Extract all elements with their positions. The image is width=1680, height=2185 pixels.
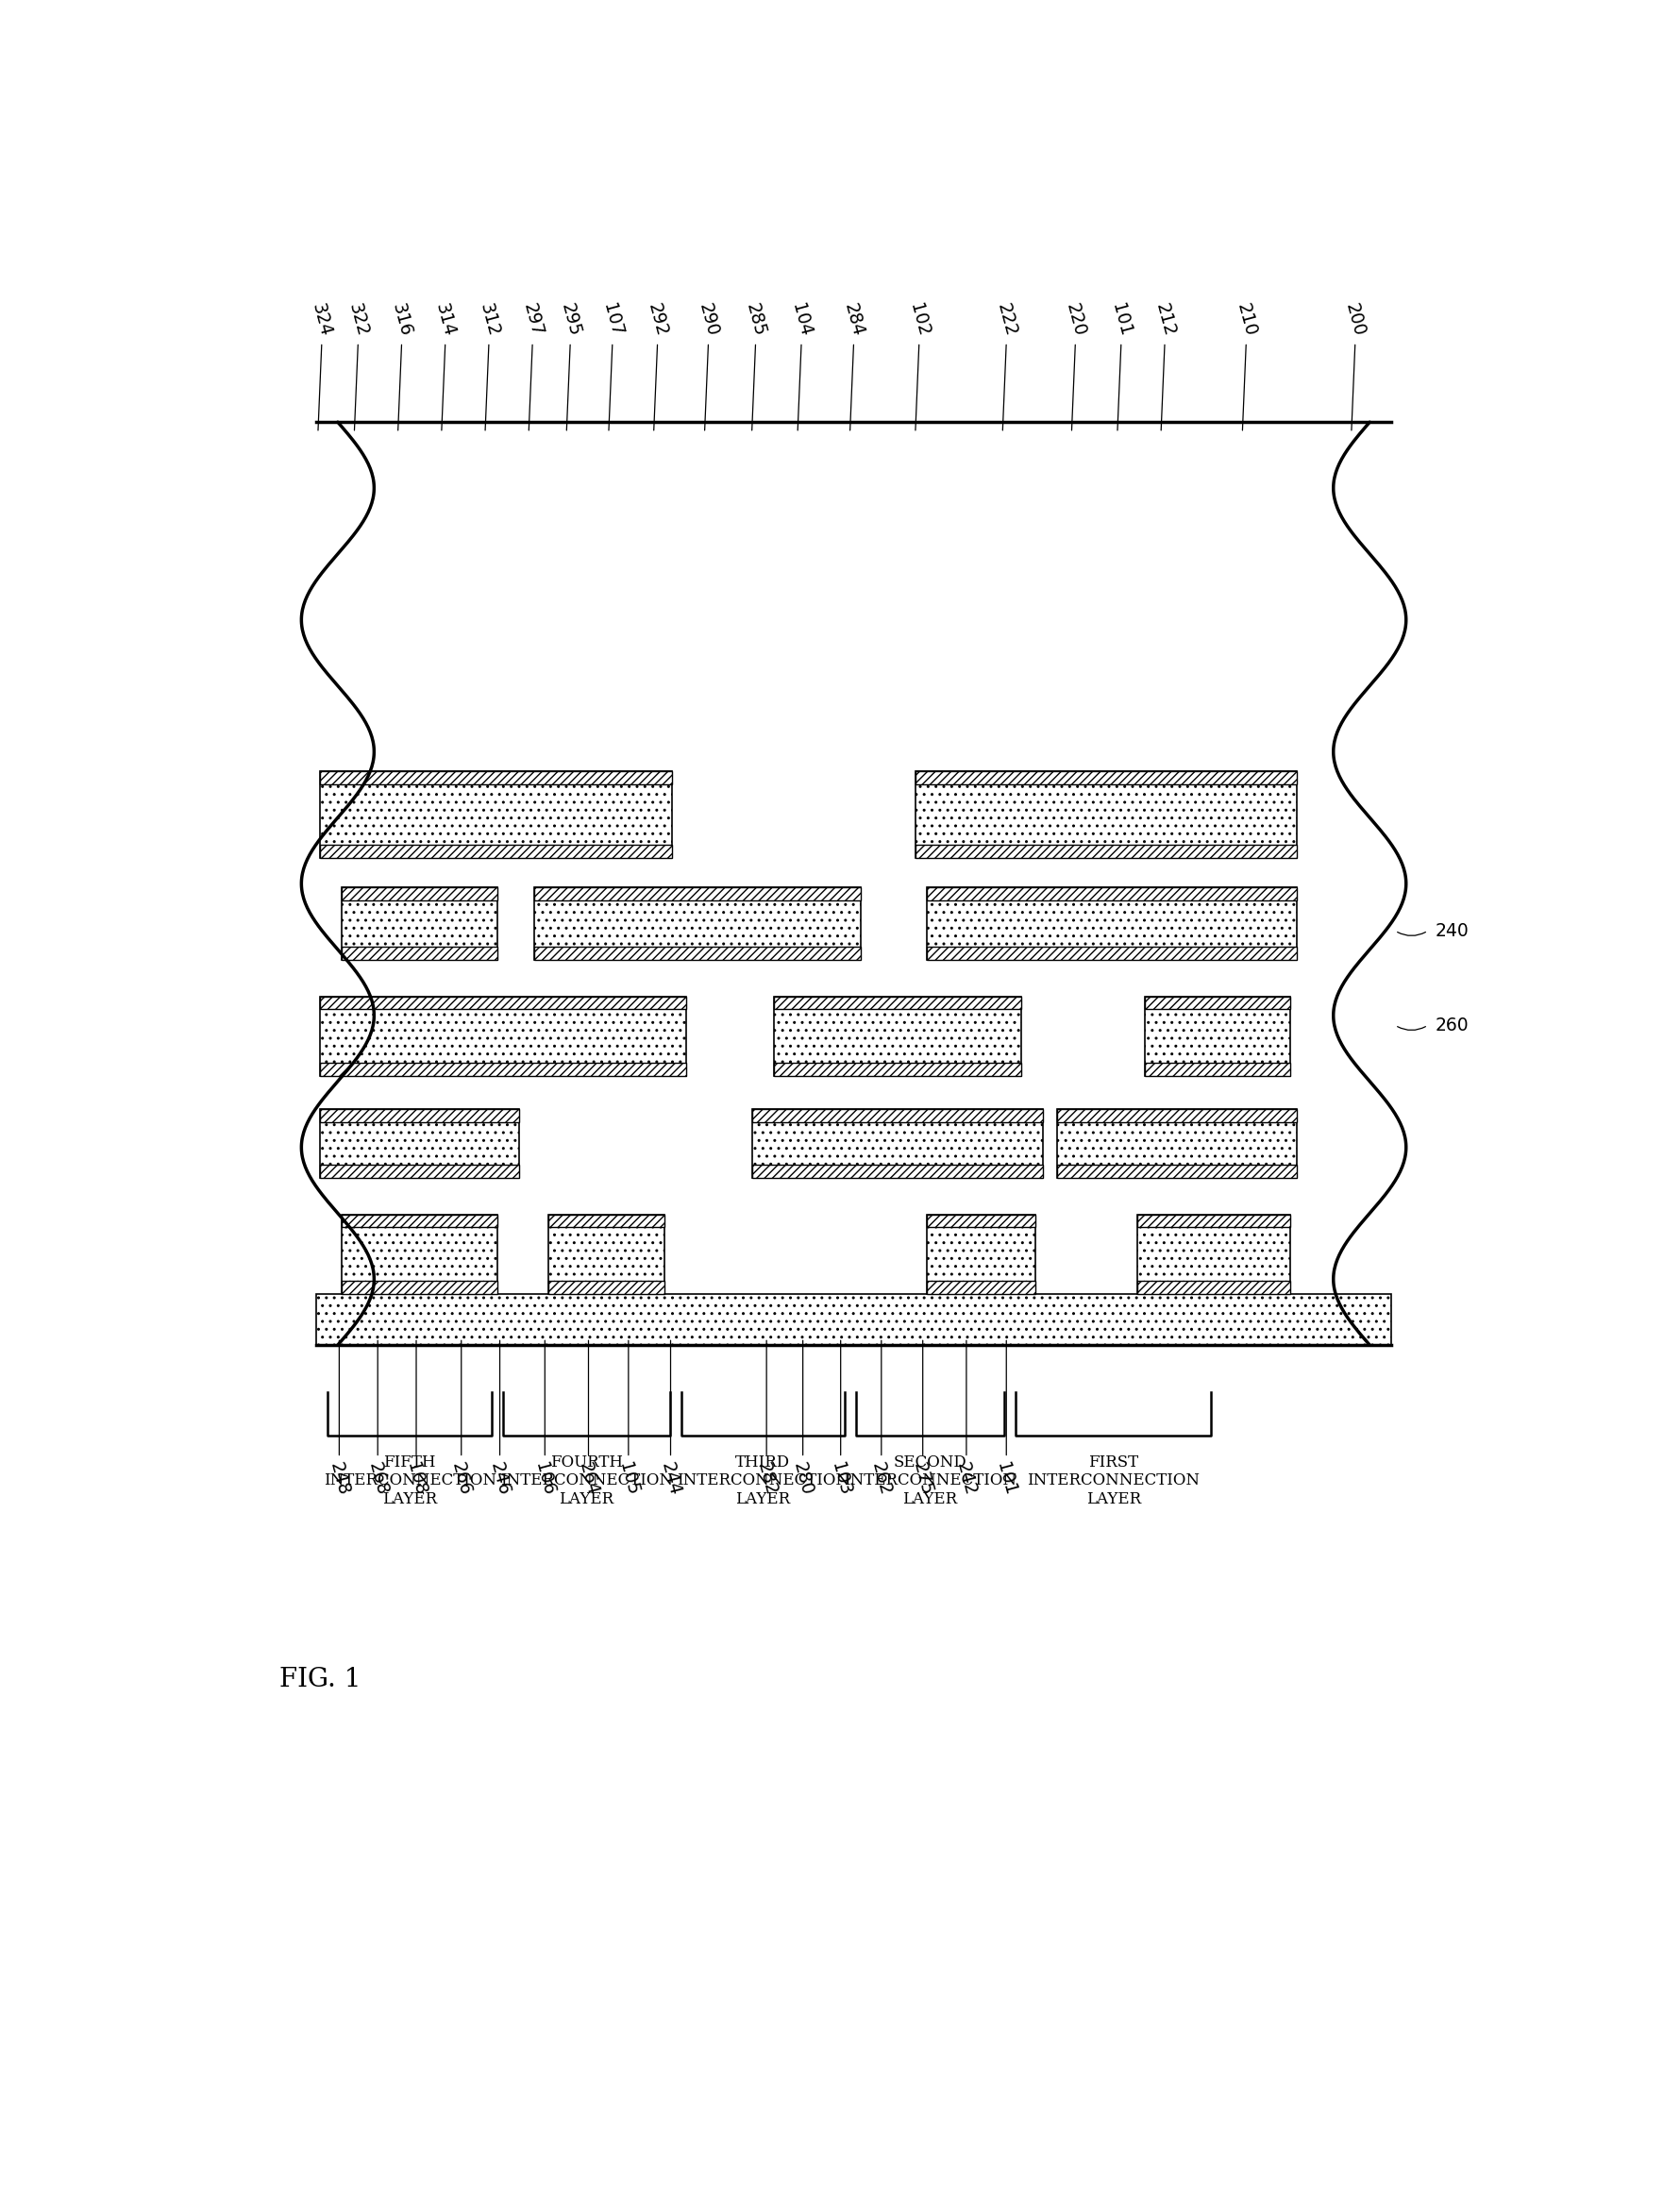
Bar bbox=[319, 1165, 519, 1178]
Text: 105: 105 bbox=[615, 1460, 642, 1497]
Text: 244: 244 bbox=[657, 1460, 684, 1497]
Text: 324: 324 bbox=[309, 302, 334, 339]
Bar bbox=[319, 771, 672, 784]
Text: 106: 106 bbox=[533, 1460, 558, 1497]
Text: 212: 212 bbox=[1152, 302, 1178, 339]
Text: 248: 248 bbox=[326, 1460, 353, 1497]
Bar bbox=[916, 771, 1297, 784]
Text: 210: 210 bbox=[1233, 302, 1260, 339]
Bar bbox=[926, 887, 1297, 959]
Text: SECOND
INTERCONNECTION
LAYER: SECOND INTERCONNECTION LAYER bbox=[843, 1453, 1016, 1508]
Text: 220: 220 bbox=[1062, 302, 1089, 339]
Text: 295: 295 bbox=[558, 302, 583, 339]
Text: 101: 101 bbox=[993, 1460, 1020, 1497]
Bar bbox=[926, 1280, 1035, 1294]
Bar bbox=[319, 771, 672, 859]
Text: 266: 266 bbox=[449, 1460, 474, 1497]
Text: 285: 285 bbox=[743, 302, 769, 339]
Text: FOURTH
INTERCONNECTION
LAYER: FOURTH INTERCONNECTION LAYER bbox=[501, 1453, 674, 1508]
Text: 264: 264 bbox=[576, 1460, 601, 1497]
Text: 108: 108 bbox=[403, 1460, 430, 1497]
Text: 284: 284 bbox=[840, 302, 867, 339]
Bar bbox=[1057, 1165, 1297, 1178]
Bar bbox=[916, 771, 1297, 859]
Bar bbox=[341, 887, 497, 900]
Bar bbox=[341, 946, 497, 959]
Bar bbox=[534, 946, 862, 959]
Text: 240: 240 bbox=[1435, 922, 1468, 940]
Bar bbox=[753, 1108, 1043, 1178]
Text: FIFTH
INTERCONNECTION
LAYER: FIFTH INTERCONNECTION LAYER bbox=[323, 1453, 496, 1508]
Bar bbox=[316, 422, 1391, 1346]
Text: 107: 107 bbox=[600, 302, 625, 339]
Bar bbox=[1057, 1108, 1297, 1121]
Bar bbox=[341, 1215, 497, 1294]
Bar bbox=[1144, 996, 1290, 1009]
Bar bbox=[548, 1280, 665, 1294]
Bar bbox=[548, 1215, 665, 1228]
Text: 200: 200 bbox=[1342, 302, 1368, 339]
Bar bbox=[774, 1064, 1021, 1077]
Bar bbox=[534, 887, 862, 959]
Text: THIRD
INTERCONNECTION
LAYER: THIRD INTERCONNECTION LAYER bbox=[677, 1453, 850, 1508]
Text: 316: 316 bbox=[388, 302, 415, 339]
Text: 290: 290 bbox=[696, 302, 721, 339]
Bar bbox=[926, 887, 1297, 900]
Text: 103: 103 bbox=[828, 1460, 853, 1497]
Text: 101: 101 bbox=[1109, 302, 1134, 339]
Bar bbox=[926, 946, 1297, 959]
Bar bbox=[916, 846, 1297, 859]
Text: 275: 275 bbox=[911, 1460, 936, 1497]
Bar bbox=[341, 1280, 497, 1294]
Bar bbox=[1137, 1280, 1290, 1294]
Bar bbox=[1137, 1215, 1290, 1294]
Bar bbox=[341, 1215, 497, 1228]
Text: 314: 314 bbox=[432, 302, 459, 339]
Bar bbox=[774, 996, 1021, 1009]
Text: FIG. 1: FIG. 1 bbox=[279, 1667, 361, 1691]
Bar bbox=[1144, 1064, 1290, 1077]
Text: 260: 260 bbox=[1435, 1016, 1468, 1034]
Bar bbox=[548, 1215, 665, 1294]
Text: 268: 268 bbox=[365, 1460, 391, 1497]
Bar bbox=[926, 1215, 1035, 1294]
Text: 297: 297 bbox=[519, 302, 546, 339]
Bar bbox=[1144, 996, 1290, 1077]
Text: FIRST
INTERCONNECTION
LAYER: FIRST INTERCONNECTION LAYER bbox=[1026, 1453, 1200, 1508]
Bar bbox=[1137, 1215, 1290, 1228]
Bar bbox=[926, 1215, 1035, 1228]
Bar bbox=[316, 1294, 1391, 1346]
Bar bbox=[341, 887, 497, 959]
Text: 312: 312 bbox=[475, 302, 502, 339]
Text: 322: 322 bbox=[344, 302, 371, 339]
Text: 282: 282 bbox=[754, 1460, 780, 1497]
Bar bbox=[319, 1108, 519, 1121]
Bar bbox=[319, 1064, 687, 1077]
Bar bbox=[774, 996, 1021, 1077]
Bar bbox=[1057, 1108, 1297, 1178]
Text: 262: 262 bbox=[869, 1460, 894, 1497]
Text: 292: 292 bbox=[645, 302, 670, 339]
Text: 104: 104 bbox=[788, 302, 815, 339]
Bar bbox=[534, 887, 862, 900]
Bar bbox=[753, 1108, 1043, 1121]
Text: 222: 222 bbox=[993, 302, 1020, 339]
Text: 246: 246 bbox=[487, 1460, 512, 1497]
Bar bbox=[319, 996, 687, 1077]
Bar bbox=[319, 1108, 519, 1178]
Text: 102: 102 bbox=[906, 302, 932, 339]
Bar bbox=[319, 996, 687, 1009]
Bar bbox=[319, 846, 672, 859]
Bar bbox=[753, 1165, 1043, 1178]
Text: 242: 242 bbox=[953, 1460, 979, 1497]
Text: 280: 280 bbox=[790, 1460, 816, 1497]
